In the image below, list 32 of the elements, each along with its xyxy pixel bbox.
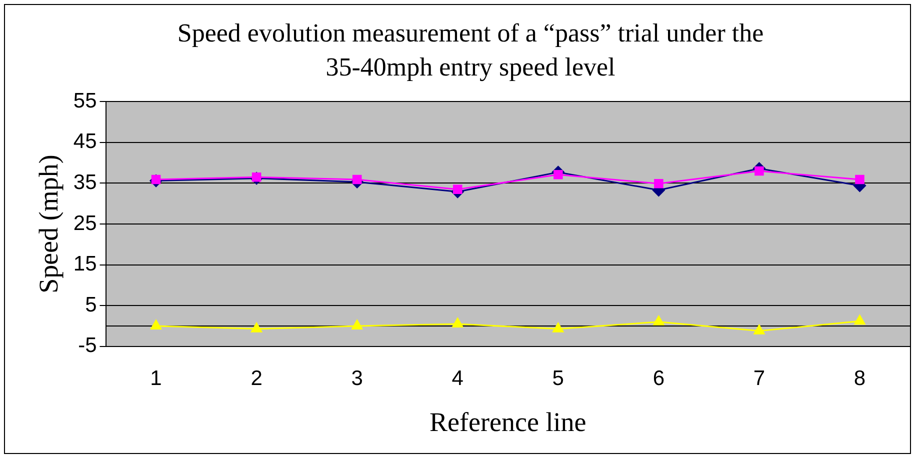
x-tick-label: 2 [250, 366, 262, 390]
point [554, 170, 563, 180]
point [654, 178, 664, 188]
point [352, 320, 363, 330]
point [854, 314, 866, 325]
point [855, 174, 864, 184]
point [150, 320, 162, 330]
x-tick-label: 6 [652, 366, 665, 390]
y-tick-label: 55 [73, 89, 97, 112]
y-tick-label: 45 [73, 130, 97, 154]
y-tick-label: -5 [78, 334, 97, 358]
x-tick-label: 4 [452, 366, 464, 390]
y-tick-label: 25 [73, 212, 97, 235]
point [452, 318, 464, 328]
point [754, 166, 764, 176]
point [352, 174, 362, 184]
y-tick-label: 15 [73, 252, 97, 276]
y-axis-title: Speed (mph) [33, 154, 64, 294]
x-tick-label: 8 [854, 366, 866, 390]
y-tick-label: 5 [85, 293, 97, 316]
chart-title: Speed evolution measurement of a “pass” trial under the 35-40mph entry speed level [177, 18, 764, 82]
point [653, 316, 664, 326]
x-tick-label: 1 [150, 366, 162, 390]
point [754, 324, 765, 334]
x-axis-title: Reference line [430, 406, 586, 437]
point [452, 184, 462, 194]
x-tick-label: 5 [552, 366, 564, 390]
point [552, 322, 564, 332]
x-tick-label: 7 [753, 366, 766, 390]
point [251, 322, 262, 332]
x-tick-label: 3 [351, 366, 363, 390]
y-tick-label: 35 [73, 170, 97, 194]
